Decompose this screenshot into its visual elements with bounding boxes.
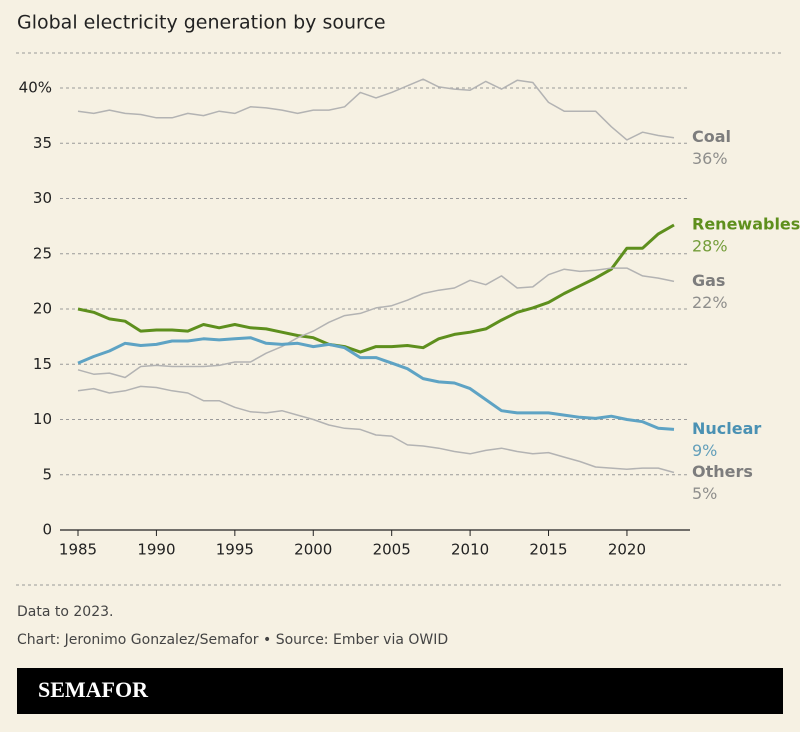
end-value-label: 9%	[692, 441, 717, 460]
series-line	[77, 78, 675, 141]
y-tick-label: 35	[33, 134, 52, 152]
end-value-label: 5%	[692, 484, 717, 503]
x-tick-label: 1990	[137, 541, 175, 559]
y-tick-label: 25	[33, 244, 52, 262]
x-tick-label: 2020	[608, 541, 646, 559]
series-line	[77, 267, 675, 379]
series-line	[77, 336, 675, 431]
note: Data to 2023.	[17, 604, 113, 620]
x-tick-label: 2015	[529, 541, 567, 559]
end-value-label: 36%	[692, 149, 728, 168]
y-tick-label: 30	[33, 189, 52, 207]
x-tick-label: 2000	[294, 541, 332, 559]
source: Chart: Jeronimo Gonzalez/Semafor • Sourc…	[17, 632, 448, 648]
series-label: Coal	[692, 127, 731, 146]
y-tick-label: 40%	[19, 79, 52, 97]
series-label: Nuclear	[692, 419, 761, 438]
chart-title: Global electricity generation by source	[17, 12, 386, 34]
series-label: Others	[692, 462, 753, 481]
series-label: Gas	[692, 271, 725, 290]
y-tick-label: 5	[42, 465, 52, 483]
brand-banner	[17, 668, 783, 714]
end-value-label: 28%	[692, 237, 728, 256]
y-tick-label: 0	[42, 521, 52, 539]
y-tick-label: 20	[33, 300, 52, 318]
x-tick-label: 1995	[216, 541, 254, 559]
y-tick-label: 10	[33, 410, 52, 428]
series-line	[77, 385, 675, 474]
series-label: Renewables	[692, 215, 800, 234]
series-line	[77, 223, 675, 354]
x-tick-label: 2010	[451, 541, 489, 559]
x-tick-label: 2005	[373, 541, 411, 559]
end-value-label: 22%	[692, 293, 728, 312]
x-tick-label: 1985	[59, 541, 97, 559]
y-tick-label: 15	[33, 355, 52, 373]
brand: SEMAFOR	[38, 677, 149, 702]
